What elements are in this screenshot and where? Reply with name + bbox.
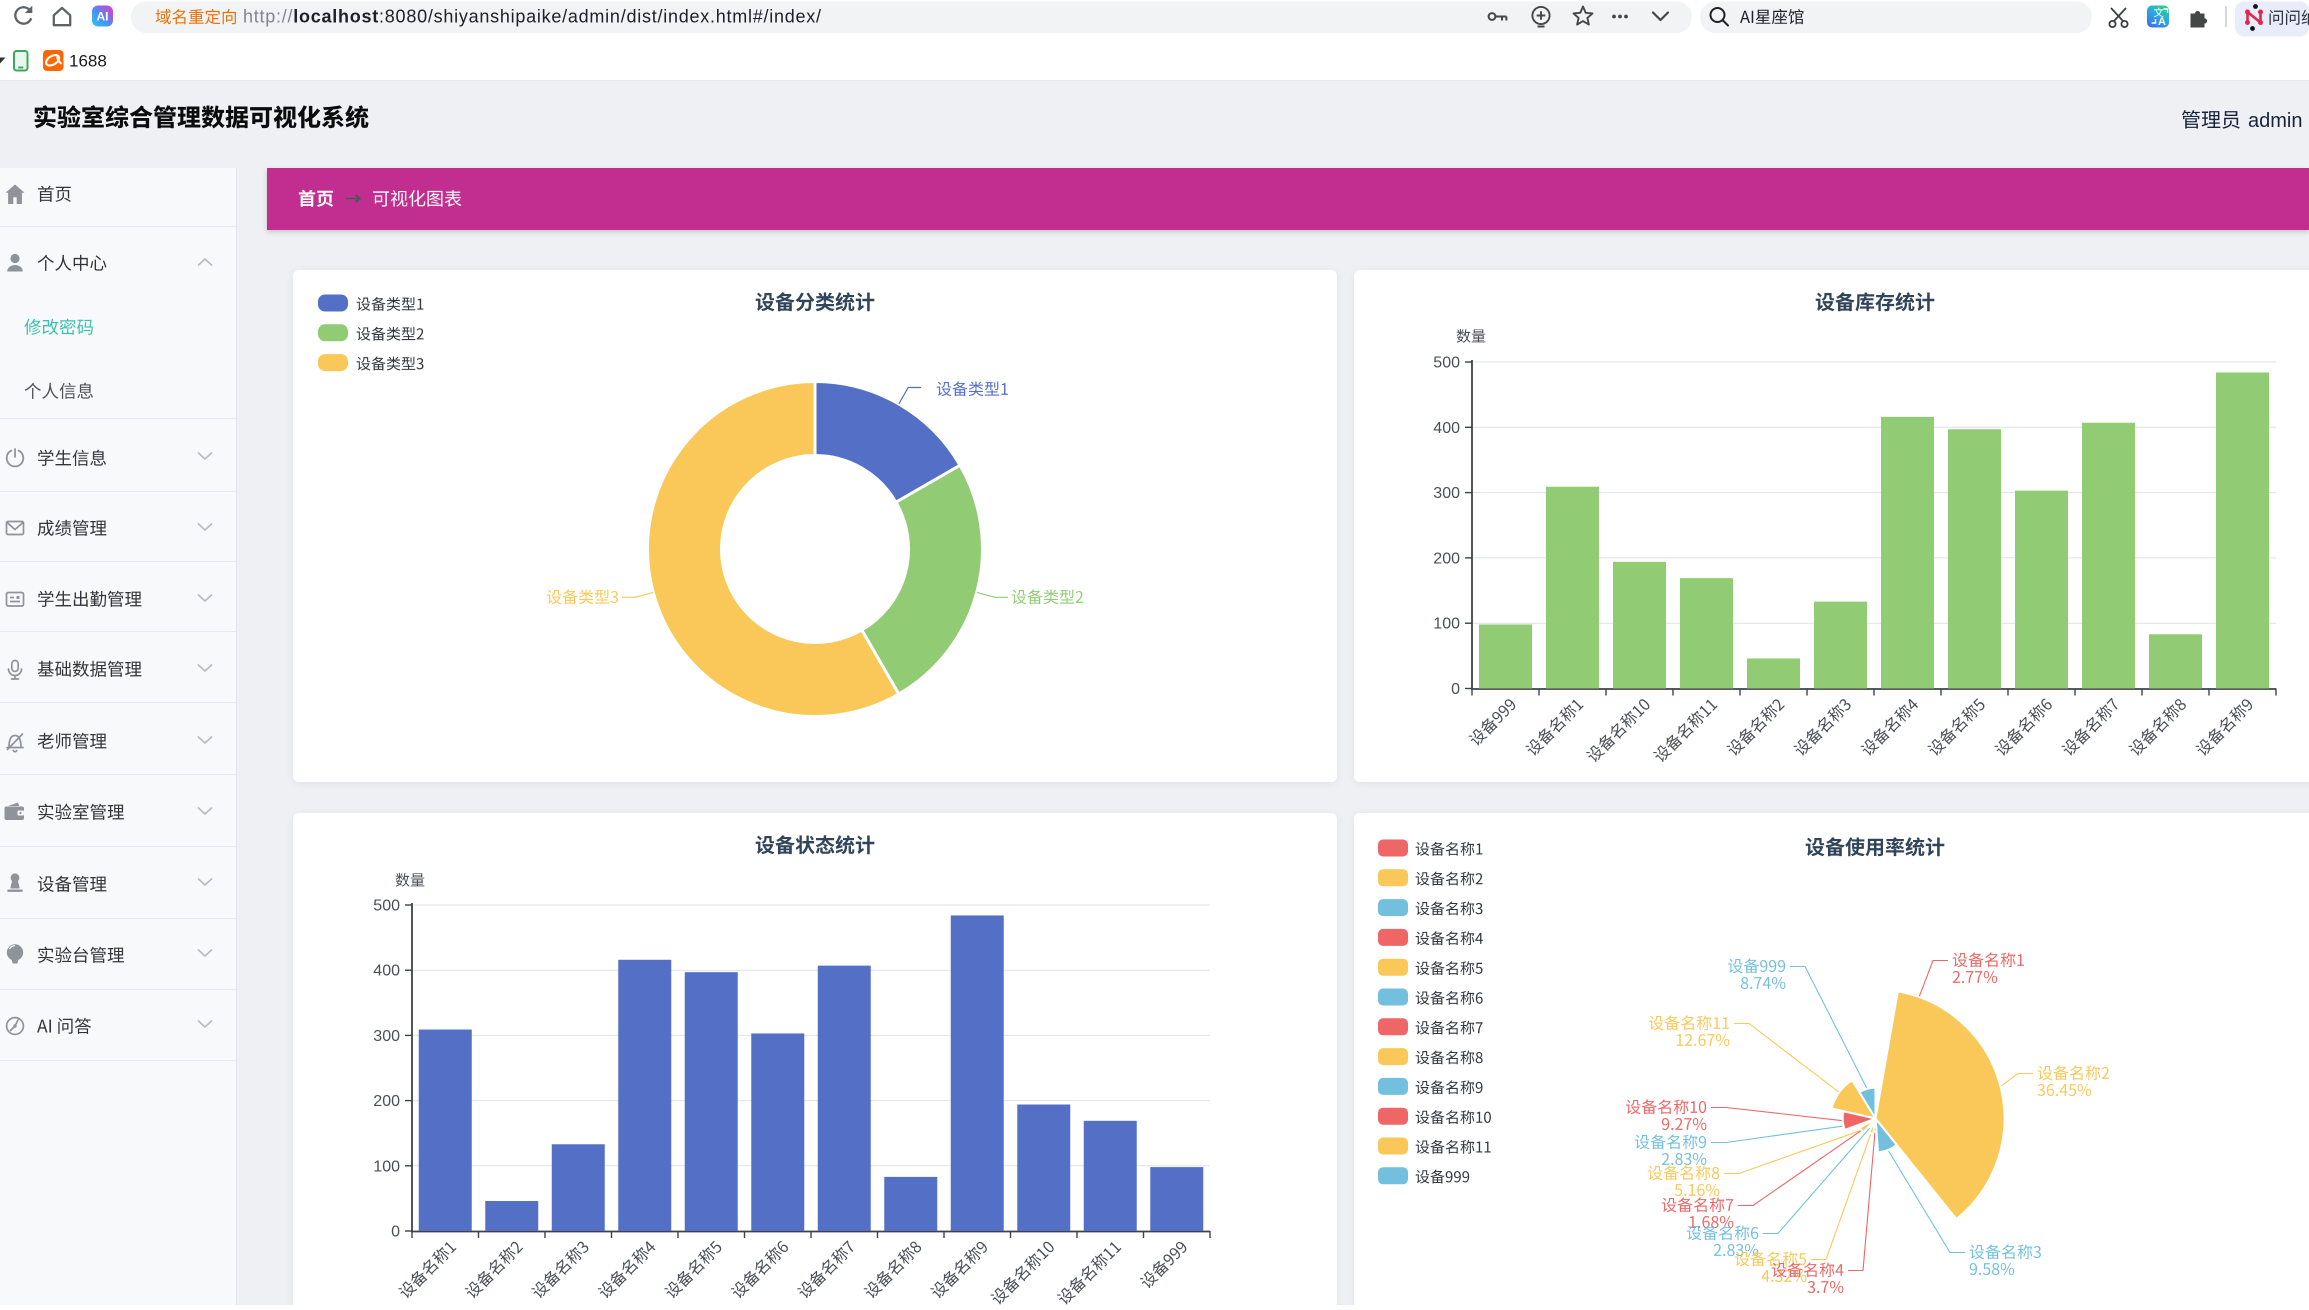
svg-text:500: 500 (373, 898, 400, 915)
svg-text:400: 400 (373, 963, 400, 980)
svg-text:100: 100 (1433, 616, 1460, 633)
svg-text:1688: 1688 (69, 52, 107, 71)
svg-text:200: 200 (373, 1093, 400, 1110)
svg-text:400: 400 (1433, 420, 1460, 437)
svg-text:500: 500 (1433, 355, 1460, 372)
svg-text:300: 300 (373, 1028, 400, 1045)
svg-text:100: 100 (373, 1158, 400, 1175)
svg-text:admin: admin (2248, 110, 2302, 132)
svg-text:200: 200 (1433, 550, 1460, 567)
svg-text:0: 0 (1451, 681, 1460, 698)
svg-text:AI: AI (97, 10, 109, 24)
svg-text:300: 300 (1433, 485, 1460, 502)
svg-text:A: A (2158, 16, 2166, 28)
svg-text:http://localhost:8080/shiyansh: http://localhost:8080/shiyanshipaike/adm… (243, 7, 822, 27)
svg-text:0: 0 (391, 1224, 400, 1241)
